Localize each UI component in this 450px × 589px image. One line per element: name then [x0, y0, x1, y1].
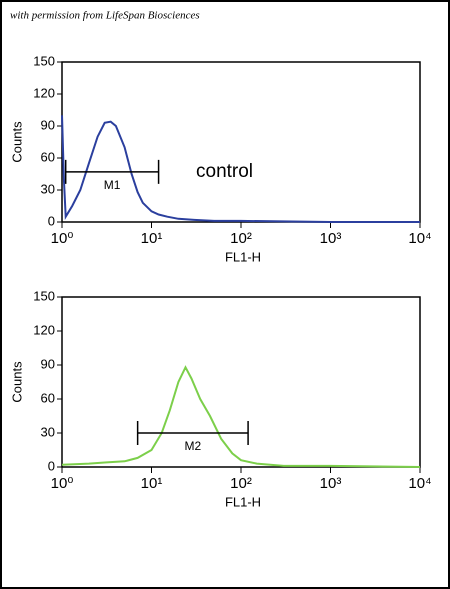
y-tick-label: 150	[33, 288, 55, 303]
plot-frame	[61, 296, 421, 468]
x-tick-label: 10²	[230, 475, 252, 492]
y-tick-label: 120	[33, 85, 55, 100]
x-tick-label: 10¹	[141, 475, 163, 492]
gate-label: M1	[104, 178, 121, 192]
gate-label: M2	[185, 439, 202, 453]
y-tick-label: 30	[41, 424, 55, 439]
histogram-line	[61, 115, 420, 223]
x-tick-label: 10⁴	[408, 475, 431, 492]
x-tick-label: 10⁰	[51, 230, 74, 247]
y-tick-label: 60	[41, 149, 55, 164]
y-tick-label: 30	[41, 181, 55, 196]
y-tick-label: 150	[33, 53, 55, 68]
credit: with permission from LifeSpan Bioscience…	[10, 10, 200, 22]
histogram-line	[61, 365, 421, 468]
x-tick-label: 10¹	[141, 230, 163, 247]
y-tick-label: 60	[41, 390, 55, 405]
x-tick-label: 10³	[320, 475, 342, 492]
x-axis-label: FL1-H	[225, 494, 261, 509]
x-tick-label: 10³	[320, 230, 342, 247]
y-axis-label: Counts	[9, 121, 24, 163]
y-tick-label: 120	[33, 322, 55, 337]
plot-frame	[61, 61, 421, 223]
y-tick-label: 90	[41, 356, 55, 371]
x-tick-label: 10⁴	[408, 230, 431, 247]
y-tick-label: 0	[48, 213, 55, 228]
y-tick-label: 0	[48, 458, 55, 473]
y-axis-label: Counts	[9, 361, 24, 403]
x-tick-label: 10⁰	[51, 475, 74, 492]
annotation: control	[196, 161, 253, 182]
x-tick-label: 10²	[230, 230, 252, 247]
x-axis-label: FL1-H	[225, 249, 261, 264]
y-tick-label: 90	[41, 117, 55, 132]
